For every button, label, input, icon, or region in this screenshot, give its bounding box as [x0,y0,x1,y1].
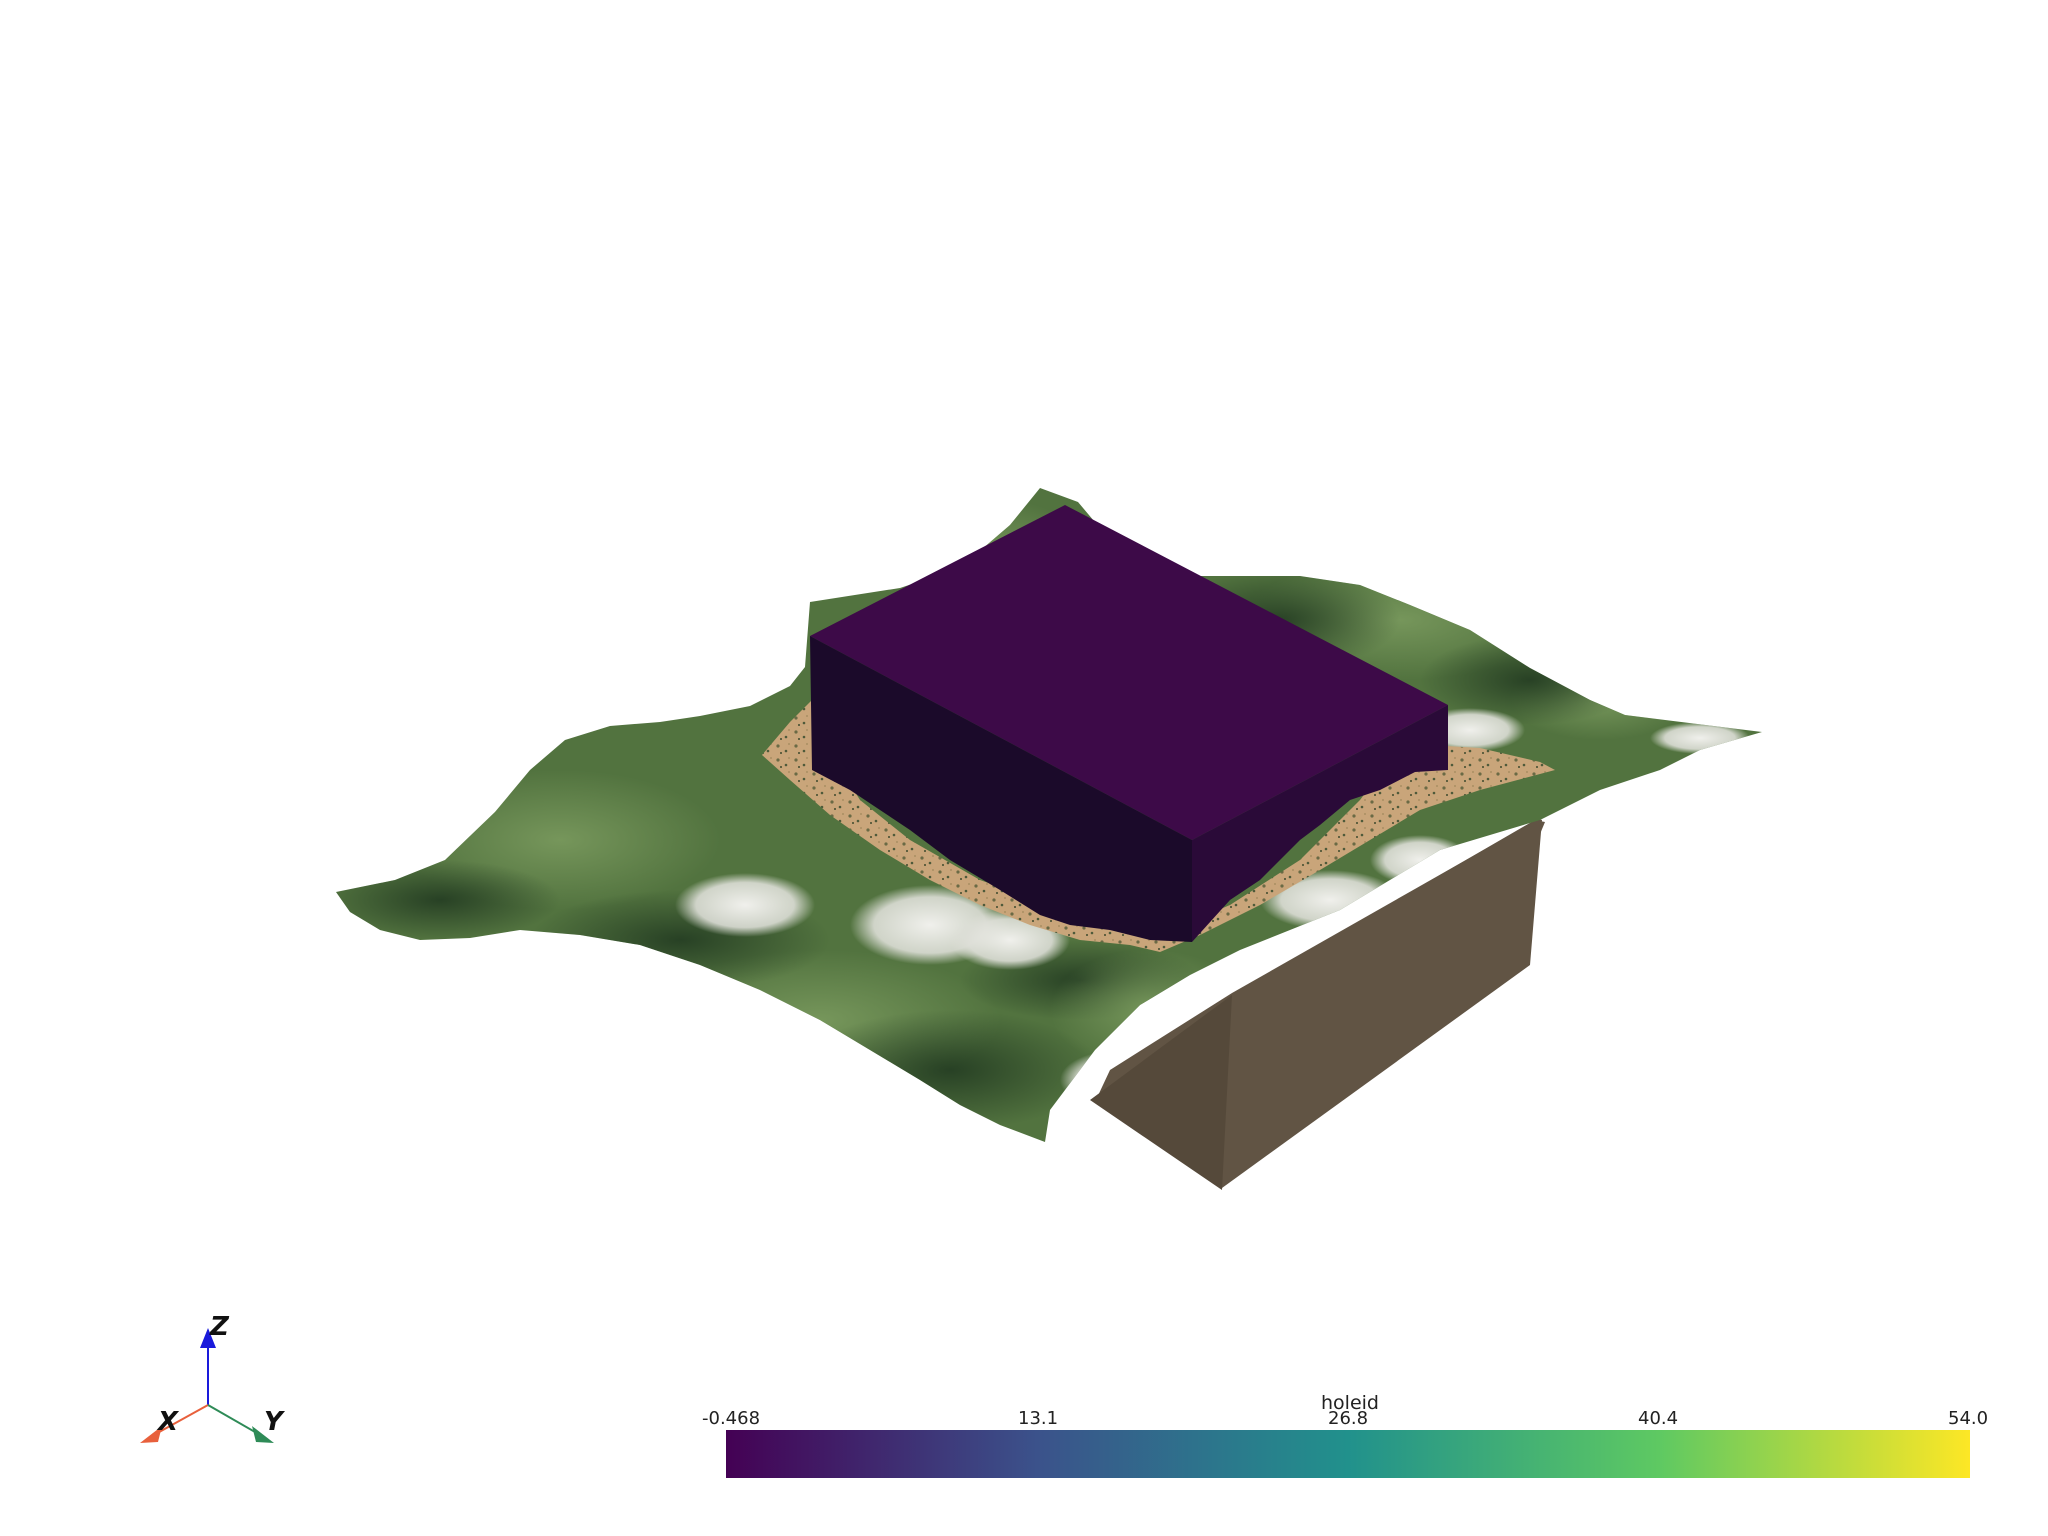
z-axis-arrow-icon [200,1328,216,1348]
block-model-front-face[interactable] [810,636,1192,942]
cross-section-shadow-face[interactable] [1090,995,1232,1190]
orientation-axes[interactable]: Z X Y [140,1312,286,1443]
colorbar-tick-0: -0.468 [702,1408,761,1429]
colorbar-tick-2: 26.8 [1328,1408,1369,1429]
x-axis-label: X [156,1407,180,1437]
block-model-side-face[interactable] [1192,705,1448,942]
x-axis-arrow-icon [140,1426,162,1443]
colorbar-tick-4: 54.0 [1948,1408,1989,1429]
colorbar-tick-3: 40.4 [1638,1408,1679,1429]
colorbar-title: holeid [1321,1392,1379,1414]
colorbar-tick-1: 13.1 [1018,1408,1059,1429]
y-axis-label: Y [264,1407,286,1437]
x-axis-line [151,1404,209,1437]
z-axis-label: Z [209,1312,230,1342]
excavation-surface[interactable] [762,700,1555,952]
block-model-top-face[interactable] [810,505,1448,840]
y-axis-arrow-icon [252,1426,274,1443]
y-axis-line [207,1404,263,1437]
colorbar-gradient [726,1430,1970,1478]
